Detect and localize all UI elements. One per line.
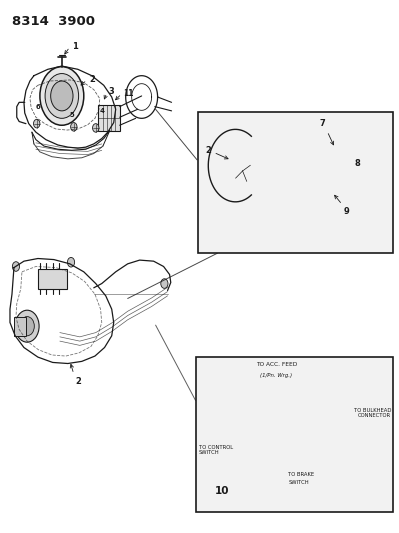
Circle shape	[238, 165, 247, 177]
Text: 9: 9	[344, 207, 350, 216]
Text: CONNECTOR: CONNECTOR	[358, 414, 391, 418]
Text: 3: 3	[109, 87, 114, 96]
Circle shape	[12, 262, 20, 271]
Bar	[196, 357, 393, 512]
Bar	[271, 467, 286, 487]
Bar	[98, 105, 120, 131]
Text: 1: 1	[72, 42, 78, 51]
Text: 8314  3900: 8314 3900	[12, 15, 95, 28]
Circle shape	[67, 257, 75, 267]
Circle shape	[40, 67, 84, 125]
Text: TO BULKHEAD: TO BULKHEAD	[354, 408, 391, 413]
Text: 5: 5	[70, 111, 75, 118]
Text: TO CONTROL: TO CONTROL	[199, 445, 233, 450]
Circle shape	[93, 124, 99, 132]
Text: 7: 7	[320, 119, 325, 128]
Circle shape	[334, 163, 342, 174]
Bar	[14, 317, 26, 336]
Circle shape	[234, 159, 251, 183]
Circle shape	[330, 157, 347, 180]
Text: 2: 2	[76, 377, 82, 386]
Text: 6: 6	[36, 103, 41, 110]
Circle shape	[324, 150, 352, 187]
Text: 2: 2	[89, 75, 95, 84]
Circle shape	[34, 119, 40, 128]
Text: 4: 4	[100, 108, 105, 114]
Text: 2: 2	[205, 146, 211, 155]
Text: 8: 8	[354, 159, 360, 167]
Bar	[203, 426, 219, 442]
Text: (1/Pn. Wrg.): (1/Pn. Wrg.)	[261, 373, 292, 377]
Text: SWITCH: SWITCH	[288, 480, 309, 486]
Text: SWITCH: SWITCH	[199, 450, 219, 455]
Text: TO BRAKE: TO BRAKE	[288, 472, 314, 477]
Circle shape	[71, 123, 77, 131]
Bar	[377, 418, 386, 450]
Text: TO ACC. FEED: TO ACC. FEED	[256, 362, 297, 367]
Circle shape	[276, 431, 281, 438]
Circle shape	[51, 81, 73, 111]
Circle shape	[161, 279, 168, 288]
Circle shape	[20, 317, 34, 336]
Circle shape	[45, 74, 79, 118]
Bar	[38, 269, 67, 289]
Text: 10: 10	[215, 486, 229, 496]
Circle shape	[15, 310, 39, 342]
Text: 11: 11	[123, 89, 134, 98]
Bar	[198, 112, 393, 253]
